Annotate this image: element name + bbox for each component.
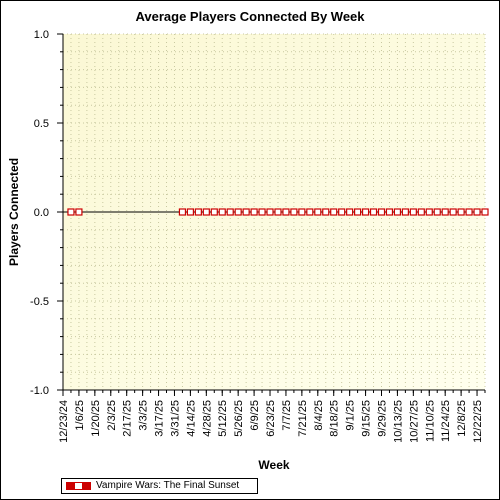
data-point <box>361 208 370 216</box>
x-tick-label: 12/22/25 <box>472 400 484 443</box>
data-point <box>465 208 473 216</box>
y-tick-label: -0.5 <box>30 296 49 308</box>
data-point <box>67 208 75 216</box>
x-tick-label: 7/7/25 <box>281 400 293 431</box>
x-tick-label: 6/9/25 <box>249 400 261 431</box>
x-tick-label: 11/10/25 <box>424 400 436 442</box>
legend: Vampire Wars: The Final Sunset <box>61 478 258 494</box>
data-point <box>457 208 465 216</box>
x-tick-label: 1/6/25 <box>74 400 86 431</box>
data-point <box>433 208 441 216</box>
x-tick-label: 2/3/25 <box>106 400 118 431</box>
x-tick-label: 5/26/25 <box>233 400 245 437</box>
y-tick-label: -1.0 <box>30 385 49 397</box>
x-tick-label: 7/21/25 <box>297 400 309 437</box>
x-tick-label: 4/14/25 <box>185 400 197 437</box>
data-point <box>75 208 83 216</box>
x-tick-label: 12/23/24 <box>58 400 70 443</box>
x-tick-label: 2/17/25 <box>122 400 134 437</box>
y-tick-label: 0.5 <box>34 118 49 130</box>
data-point <box>377 208 386 216</box>
data-point <box>393 208 402 216</box>
data-point <box>210 208 218 216</box>
data-point <box>449 208 457 216</box>
data-point <box>473 208 481 216</box>
data-point <box>385 208 394 216</box>
data-point <box>346 208 354 216</box>
data-point <box>194 208 202 216</box>
data-point <box>186 208 194 216</box>
data-point <box>218 208 226 216</box>
data-point <box>274 208 282 216</box>
x-tick-label: 3/17/25 <box>154 400 166 437</box>
chart-title: Average Players Connected By Week <box>135 9 365 24</box>
y-tick-label: 1.0 <box>34 29 49 41</box>
x-tick-label: 1/20/25 <box>90 400 102 437</box>
data-point <box>481 208 489 216</box>
data-point <box>369 208 378 216</box>
x-tick-label: 3/3/25 <box>138 400 150 431</box>
y-tick-label: 0.0 <box>34 207 49 219</box>
data-point <box>441 208 449 216</box>
x-tick-label: 8/4/25 <box>313 400 325 431</box>
x-tick-label: 9/1/25 <box>345 400 357 431</box>
grid <box>62 33 486 391</box>
data-point <box>425 208 433 216</box>
data-point <box>202 208 210 216</box>
data-point <box>298 208 306 216</box>
x-tick-label: 9/15/25 <box>361 400 373 437</box>
data-point <box>314 208 322 216</box>
data-point <box>178 208 187 216</box>
data-point <box>290 208 298 216</box>
x-tick-label: 8/18/25 <box>329 400 341 437</box>
x-tick-label: 12/8/25 <box>456 400 468 437</box>
x-tick-label: 10/27/25 <box>408 400 420 443</box>
data-point <box>242 208 250 216</box>
x-tick-label: 3/31/25 <box>169 400 181 437</box>
x-tick-label: 10/13/25 <box>392 400 404 443</box>
data-point <box>306 208 314 216</box>
data-point <box>417 208 425 216</box>
axes: 1.0 0.5 0.0 -0.5 -1.0 12/23/24 1/6/25 1/20/25 2/… <box>30 29 486 443</box>
data-point <box>322 208 330 216</box>
x-tick-label: 6/23/25 <box>265 400 277 437</box>
data-point <box>234 208 242 216</box>
y-axis-label: Players Connected <box>7 158 21 266</box>
x-tick-label: 5/12/25 <box>217 400 229 437</box>
x-tick-label: 4/28/25 <box>201 400 213 437</box>
data-point <box>282 208 290 216</box>
data-point <box>401 208 409 216</box>
series-marks <box>63 208 489 216</box>
data-point <box>354 208 362 216</box>
data-point <box>250 208 258 216</box>
data-point <box>258 208 266 216</box>
x-tick-label: 9/29/25 <box>376 400 388 437</box>
data-point <box>226 208 234 216</box>
data-point <box>338 208 346 216</box>
legend-swatch <box>66 482 91 490</box>
data-point <box>266 208 274 216</box>
x-tick-label: 11/24/25 <box>440 400 452 442</box>
x-axis-label: Week <box>258 458 289 472</box>
data-point <box>409 208 417 216</box>
data-point <box>330 208 338 216</box>
legend-label: Vampire Wars: The Final Sunset <box>96 480 240 491</box>
